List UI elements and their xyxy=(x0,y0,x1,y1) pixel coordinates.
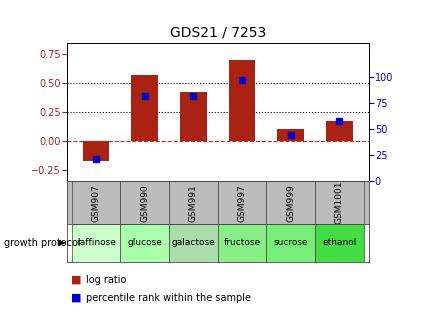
Title: GDS21 / 7253: GDS21 / 7253 xyxy=(169,26,265,40)
Bar xyxy=(314,181,363,224)
Bar xyxy=(314,224,363,262)
Bar xyxy=(131,75,158,141)
Bar xyxy=(83,141,109,161)
Bar xyxy=(276,129,303,141)
Text: ■: ■ xyxy=(71,293,81,303)
Bar xyxy=(266,224,314,262)
Bar xyxy=(71,224,120,262)
Text: ■: ■ xyxy=(71,275,81,285)
Text: galactose: galactose xyxy=(171,238,215,247)
Point xyxy=(190,94,197,99)
Bar xyxy=(325,121,352,141)
Text: log ratio: log ratio xyxy=(86,275,126,285)
Text: GSM1001: GSM1001 xyxy=(334,181,343,225)
Text: fructose: fructose xyxy=(223,238,260,247)
Text: GSM907: GSM907 xyxy=(91,184,100,222)
Text: ethanol: ethanol xyxy=(321,238,356,247)
Text: glucose: glucose xyxy=(127,238,162,247)
Text: raffinose: raffinose xyxy=(76,238,116,247)
Bar xyxy=(120,181,169,224)
Bar xyxy=(120,224,169,262)
Bar xyxy=(266,181,314,224)
Bar xyxy=(217,224,266,262)
Text: GSM997: GSM997 xyxy=(237,184,246,222)
Bar xyxy=(217,181,266,224)
Point xyxy=(92,156,99,161)
Text: GSM999: GSM999 xyxy=(286,184,295,222)
Bar xyxy=(228,60,255,141)
Point xyxy=(286,132,293,137)
Text: GSM990: GSM990 xyxy=(140,184,149,222)
Bar xyxy=(169,224,217,262)
Text: percentile rank within the sample: percentile rank within the sample xyxy=(86,293,251,303)
Text: sucrose: sucrose xyxy=(273,238,307,247)
Text: GSM991: GSM991 xyxy=(188,184,197,222)
Bar xyxy=(169,181,217,224)
Text: growth protocol: growth protocol xyxy=(4,238,81,248)
Point xyxy=(141,94,148,99)
Bar xyxy=(71,181,120,224)
Bar xyxy=(180,92,206,141)
Point xyxy=(335,118,342,124)
Point xyxy=(238,78,245,83)
